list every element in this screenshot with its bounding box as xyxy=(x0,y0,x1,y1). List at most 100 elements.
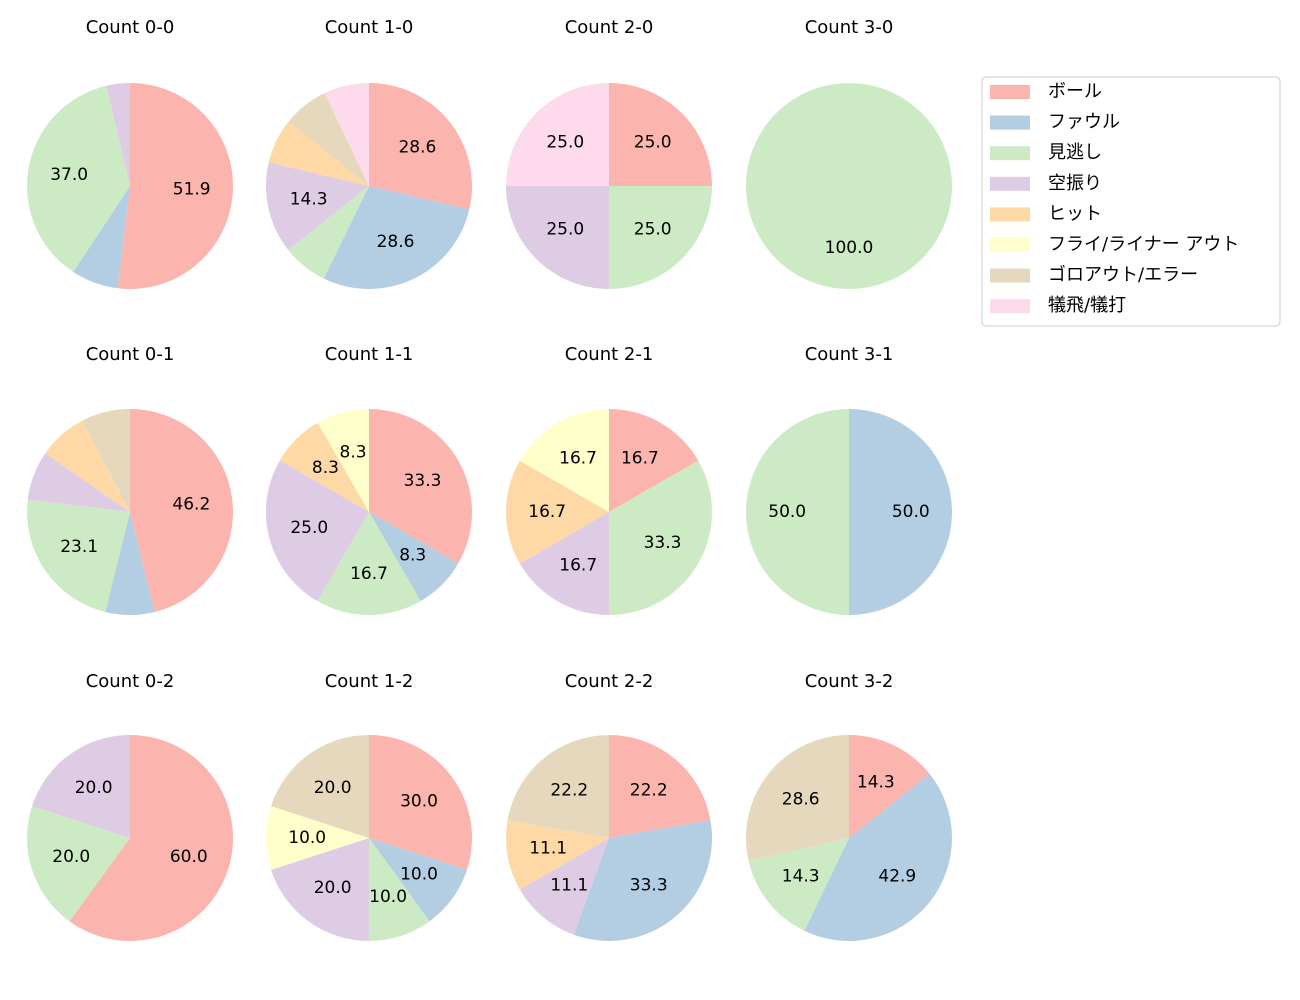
pie-slice xyxy=(106,83,130,186)
slice-label: 28.6 xyxy=(377,232,415,252)
slice-label: 20.0 xyxy=(75,778,113,798)
slice-label: 25.0 xyxy=(546,220,584,240)
slice-label: 33.3 xyxy=(644,533,682,553)
pie-slice xyxy=(609,460,713,615)
pie-slice xyxy=(130,409,234,613)
slice-label: 28.6 xyxy=(398,138,436,158)
pie-slice xyxy=(288,186,369,279)
legend-swatch xyxy=(990,115,1030,130)
legend-swatch xyxy=(990,299,1030,314)
legend-label: 空振り xyxy=(1048,173,1102,194)
pie-slice xyxy=(266,162,369,250)
pie-title: Count 2-1 xyxy=(565,344,654,365)
pie-slice xyxy=(609,186,712,289)
legend-label: ボール xyxy=(1048,81,1102,102)
pie-slice xyxy=(748,838,849,931)
slice-label: 42.9 xyxy=(878,867,916,887)
slice-label: 37.0 xyxy=(50,165,88,185)
pie-slice xyxy=(279,422,369,512)
slice-label: 22.2 xyxy=(630,781,668,801)
legend-swatch xyxy=(990,85,1030,99)
pie-slice xyxy=(26,499,131,613)
pie-slice xyxy=(804,773,952,941)
pie-slice xyxy=(519,512,610,615)
slice-label: 16.7 xyxy=(559,556,597,576)
pie-title: Count 3-2 xyxy=(805,671,894,692)
pie-slice xyxy=(369,409,472,564)
pie-title: Count 1-2 xyxy=(325,671,414,692)
pie-slice xyxy=(265,806,369,870)
slice-label: 20.0 xyxy=(52,847,90,867)
slice-label: 14.3 xyxy=(782,867,820,887)
pie-slice xyxy=(271,838,369,941)
pie-slice xyxy=(519,838,609,935)
pie-slice xyxy=(506,83,609,186)
slice-label: 60.0 xyxy=(170,847,208,867)
slice-label: 25.0 xyxy=(634,220,672,240)
slice-label: 11.1 xyxy=(529,839,567,859)
slice-label: 100.0 xyxy=(825,238,874,258)
slice-label: 16.7 xyxy=(621,448,659,468)
slice-label: 11.1 xyxy=(550,875,588,895)
pie-slice xyxy=(849,735,930,838)
pie-slice xyxy=(746,409,849,615)
pie-title: Count 0-2 xyxy=(86,671,175,692)
pie-slice xyxy=(323,186,470,289)
slice-label: 20.0 xyxy=(314,878,352,898)
pie-title: Count 2-2 xyxy=(565,671,654,692)
slice-label: 25.0 xyxy=(634,132,672,152)
legend-swatch xyxy=(990,207,1030,222)
slice-label: 51.9 xyxy=(173,180,211,200)
slice-label: 16.7 xyxy=(559,448,597,468)
legend-label: フライ/ライナー アウト xyxy=(1048,234,1239,255)
legend-label: 犠飛/犠打 xyxy=(1048,295,1126,316)
slice-label: 22.2 xyxy=(550,781,588,801)
slice-label: 25.0 xyxy=(290,518,328,538)
slice-label: 16.7 xyxy=(350,564,388,584)
pie-slice xyxy=(324,83,369,186)
pie-slice xyxy=(369,512,459,602)
slice-label: 16.7 xyxy=(528,502,566,522)
legend-swatch xyxy=(990,238,1030,252)
slice-label: 10.0 xyxy=(400,864,438,884)
legend-swatch xyxy=(990,268,1030,283)
pie-slice xyxy=(317,512,421,615)
pie-slice xyxy=(288,93,369,186)
slice-label: 46.2 xyxy=(172,495,210,515)
pie-slice xyxy=(506,186,609,289)
slice-label: 25.0 xyxy=(546,132,584,152)
pie-slice xyxy=(609,83,712,186)
legend-box xyxy=(981,76,1281,327)
legend-swatch xyxy=(990,176,1030,191)
pie-slice xyxy=(27,85,130,272)
pie-slice xyxy=(69,735,233,942)
pie-slice xyxy=(745,735,849,861)
legend-swatch xyxy=(990,146,1030,161)
legend-label: ヒット xyxy=(1048,203,1102,224)
legend-label: ファウル xyxy=(1048,112,1120,133)
pie-slice xyxy=(26,806,131,922)
slice-label: 50.0 xyxy=(892,502,930,522)
pie-slice xyxy=(369,735,472,870)
slice-label: 28.6 xyxy=(782,789,820,809)
pie-title: Count 3-1 xyxy=(805,344,894,365)
pie-title: Count 0-1 xyxy=(86,344,175,365)
pie-title: Count 1-0 xyxy=(325,17,414,38)
pie-slice xyxy=(73,186,130,289)
pie-title: Count 0-0 xyxy=(86,17,175,38)
pie-slice xyxy=(27,453,131,512)
slice-label: 8.3 xyxy=(312,458,339,478)
slice-label: 14.3 xyxy=(290,189,328,209)
pie-slice xyxy=(32,735,130,838)
pie-slice xyxy=(317,409,369,512)
pie-slice xyxy=(369,838,430,941)
pie-title: Count 1-1 xyxy=(325,344,414,365)
pie-slice xyxy=(573,820,712,941)
slice-label: 10.0 xyxy=(288,828,326,848)
slice-label: 30.0 xyxy=(400,792,438,812)
pie-slice xyxy=(82,409,130,512)
pie-slice xyxy=(369,83,472,210)
slice-label: 23.1 xyxy=(60,537,98,557)
pie-slice xyxy=(849,409,952,615)
